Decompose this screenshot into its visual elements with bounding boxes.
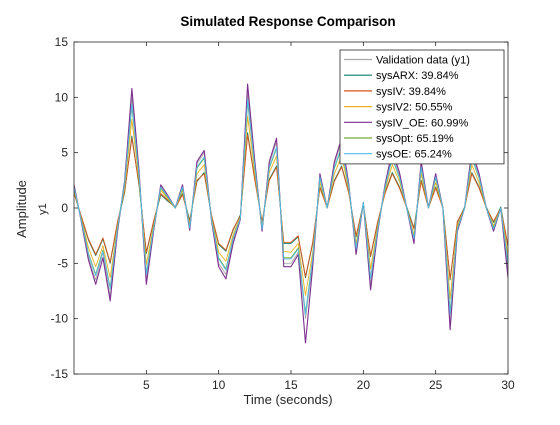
y-tick-label: -5 bbox=[57, 256, 68, 270]
y-tick-label: 5 bbox=[61, 146, 68, 160]
legend-entry: sysIV: 39.84% bbox=[376, 86, 446, 98]
legend: Validation data (y1) sysARX: 39.84% sysIV:… bbox=[339, 49, 505, 165]
series-line-2 bbox=[74, 134, 508, 280]
y-tick-label: 15 bbox=[55, 35, 69, 49]
y-tick-label: 0 bbox=[61, 201, 68, 215]
y-axis-channel-label: y1 bbox=[37, 203, 49, 215]
chart-title: Simulated Response Comparison bbox=[180, 14, 395, 29]
y-tick-label: -10 bbox=[51, 312, 69, 326]
legend-entry: sysARX: 39.84% bbox=[376, 70, 459, 82]
series-line-1 bbox=[74, 132, 508, 281]
y-tick-label: 10 bbox=[55, 90, 69, 104]
legend-entry: sysOE: 65.24% bbox=[376, 149, 452, 161]
x-tick-label: 15 bbox=[284, 378, 298, 392]
x-axis-label: Time (seconds) bbox=[243, 392, 332, 407]
series-line-3 bbox=[74, 115, 508, 300]
legend-entry: Validation data (y1) bbox=[376, 55, 470, 67]
series-line-4 bbox=[74, 83, 508, 344]
y-tick-label: -15 bbox=[51, 367, 69, 381]
series-line-6 bbox=[74, 99, 508, 315]
x-tick-label: 20 bbox=[357, 378, 371, 392]
x-tick-label: 10 bbox=[212, 378, 226, 392]
series-lines bbox=[74, 83, 508, 344]
legend-entry: sysIV2: 50.55% bbox=[376, 102, 453, 114]
legend-entry: sysOpt: 65.19% bbox=[376, 133, 454, 145]
x-tick-label: 5 bbox=[143, 378, 150, 392]
y-axis-label: Amplitude bbox=[14, 180, 29, 238]
x-tick-label: 25 bbox=[429, 378, 443, 392]
legend-entry: sysIV_OE: 60.99% bbox=[376, 117, 469, 129]
x-tick-label: 30 bbox=[501, 378, 515, 392]
